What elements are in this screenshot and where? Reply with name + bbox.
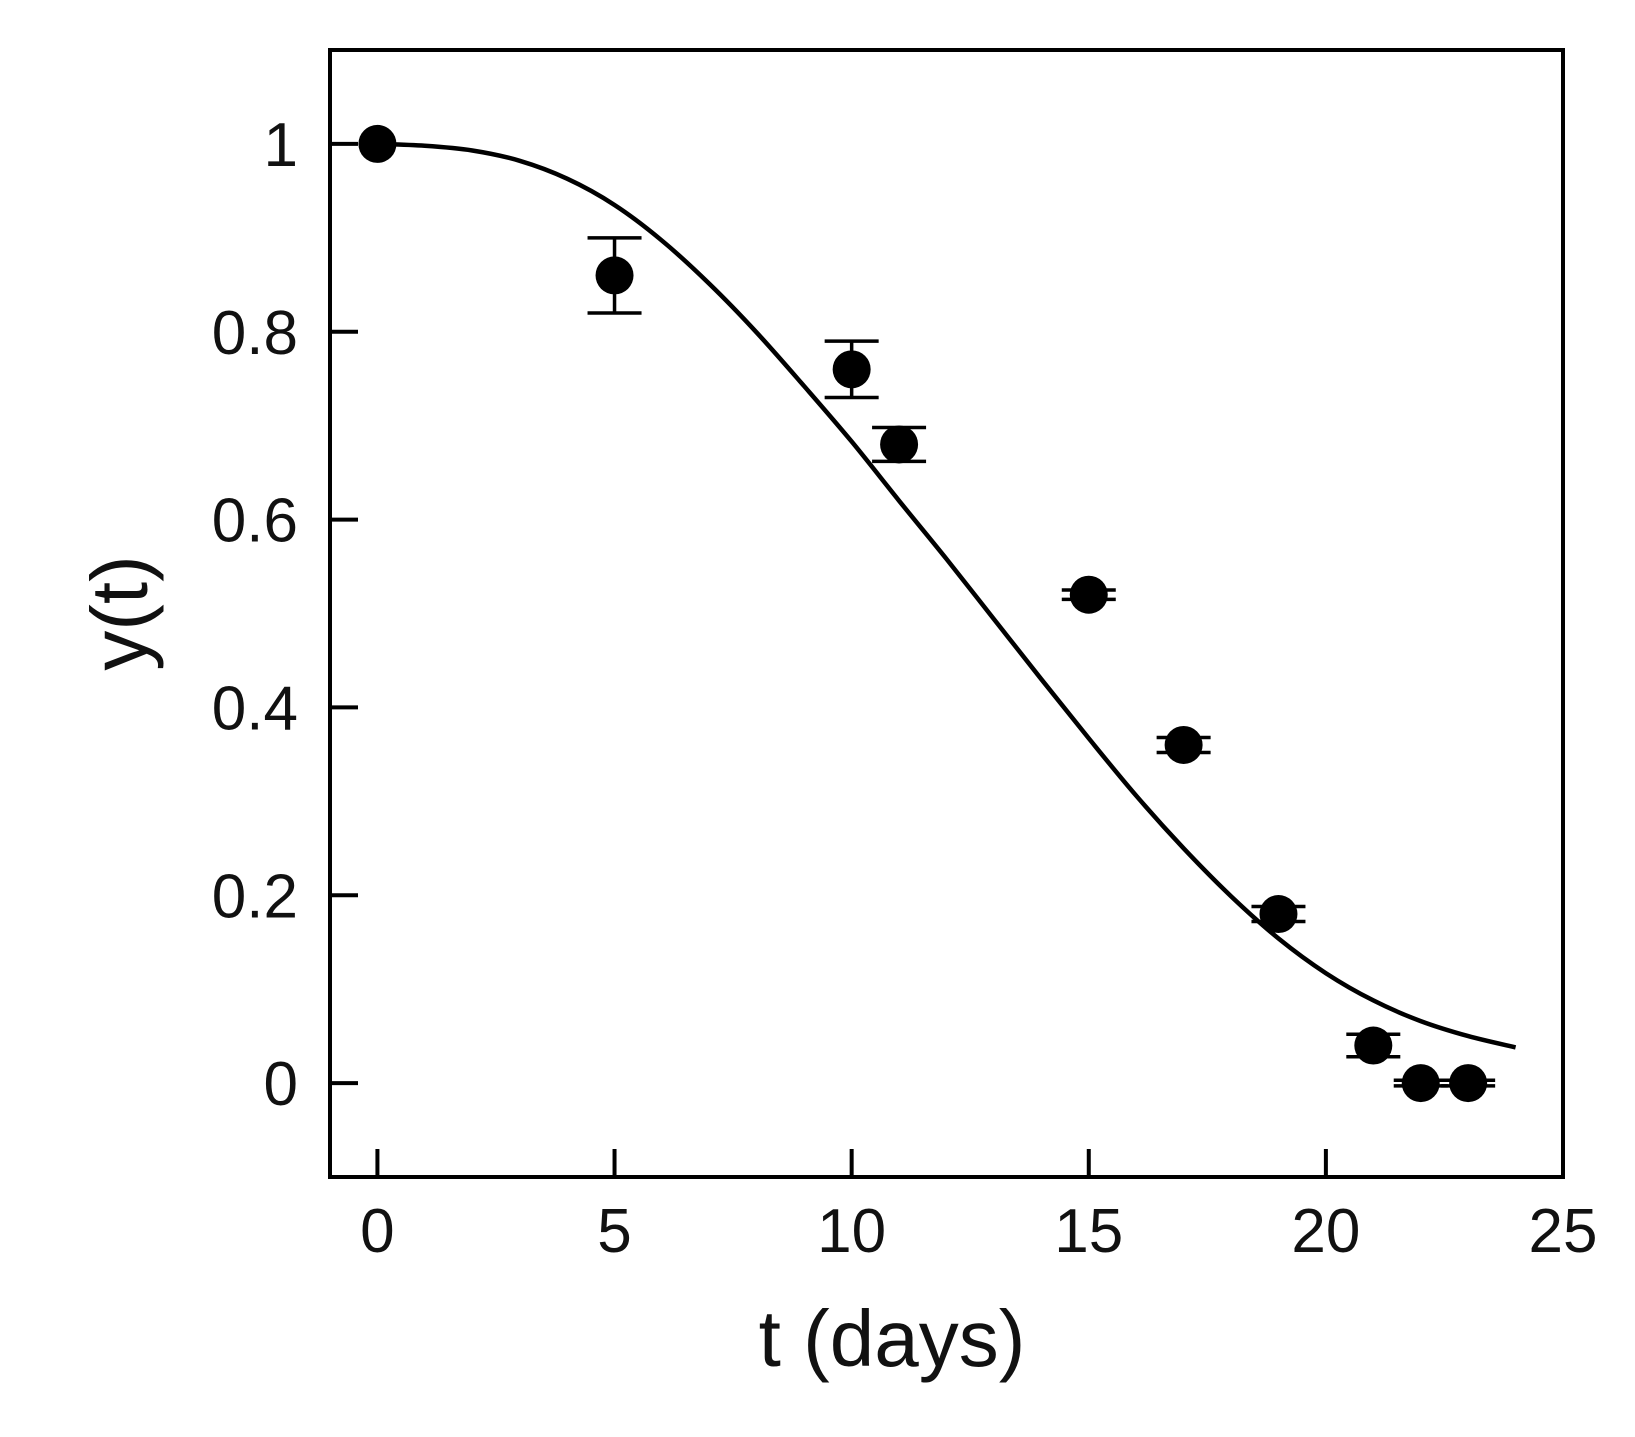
y-tick-label: 1 bbox=[264, 111, 298, 180]
x-tick-label: 15 bbox=[1054, 1197, 1123, 1266]
axis-ticks: 0 5 10 15 20 25 0 0.2 0.4 0.6 0.8 1 bbox=[212, 111, 1598, 1266]
data-point bbox=[1164, 725, 1203, 764]
x-tick-label: 10 bbox=[817, 1197, 886, 1266]
data-point bbox=[1069, 575, 1108, 614]
data-point bbox=[1449, 1064, 1488, 1103]
fit-curve-layer bbox=[377, 141, 1517, 1050]
data-point bbox=[1354, 1026, 1393, 1065]
y-tick-label: 0.2 bbox=[212, 862, 298, 931]
data-point bbox=[595, 256, 634, 295]
plot-frame bbox=[328, 48, 1565, 1179]
data-point bbox=[832, 350, 871, 389]
data-point bbox=[1259, 895, 1298, 934]
data-point bbox=[880, 425, 919, 464]
data-point bbox=[358, 124, 397, 163]
y-tick-label: 0 bbox=[264, 1050, 298, 1119]
x-tick-label: 20 bbox=[1291, 1197, 1360, 1266]
y-tick-label: 0.4 bbox=[212, 674, 298, 743]
data-point bbox=[1401, 1064, 1440, 1103]
fit-curve bbox=[377, 141, 1517, 1050]
x-axis-label: t (days) bbox=[759, 1294, 1026, 1383]
data-points-layer bbox=[358, 124, 1496, 1103]
x-tick-label: 5 bbox=[597, 1197, 631, 1266]
y-axis-label: y(t) bbox=[75, 555, 164, 671]
y-tick-label: 0.6 bbox=[212, 487, 298, 556]
y-tick-label: 0.8 bbox=[212, 299, 298, 368]
x-tick-label: 25 bbox=[1529, 1197, 1598, 1266]
x-tick-label: 0 bbox=[360, 1197, 394, 1266]
